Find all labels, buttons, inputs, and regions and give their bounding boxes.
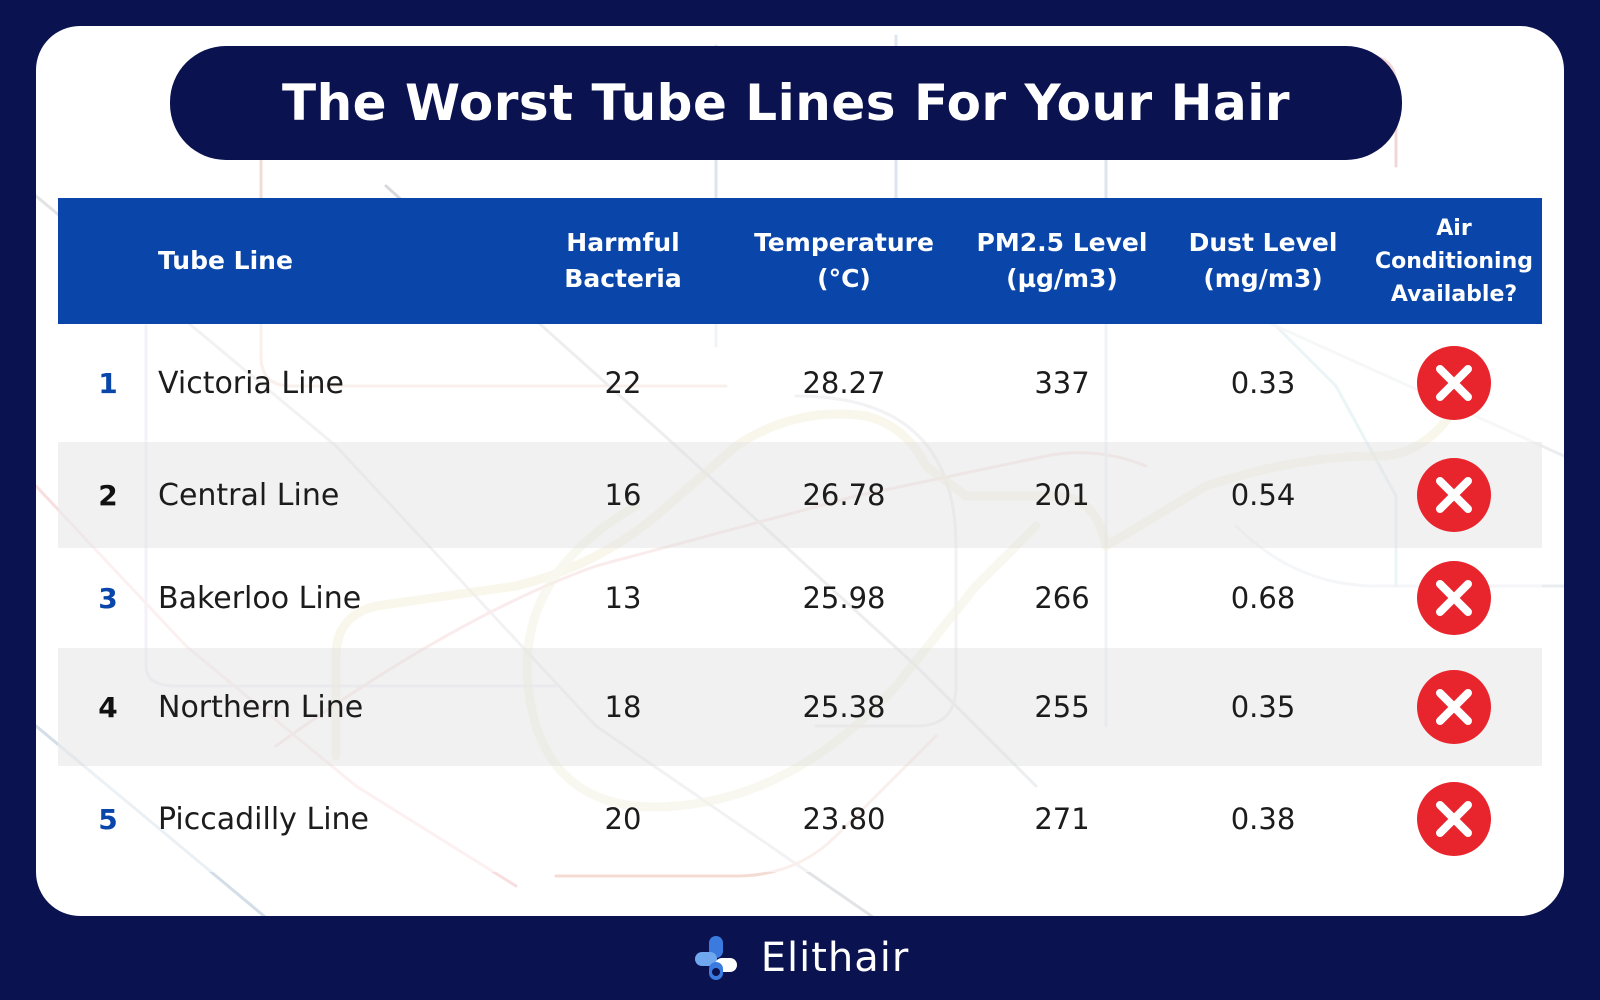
pm25-value: 255: [1034, 690, 1090, 724]
footer-brand: Elithair: [0, 916, 1600, 1000]
page-title: The Worst Tube Lines For Your Hair: [281, 74, 1290, 132]
temperature-value: 25.38: [802, 690, 886, 724]
header-pm25-line1: PM2.5 Level: [976, 227, 1148, 257]
pm25-value: 337: [1034, 366, 1090, 400]
pm25-value: 266: [1034, 581, 1090, 615]
pm25-value: 271: [1034, 802, 1090, 836]
rank-cell: 3: [98, 581, 118, 615]
header-dust-line2: (mg/m3): [1203, 264, 1323, 293]
air-conditioning-cell: [1366, 442, 1542, 548]
header-ac-line2: Conditioning: [1375, 248, 1533, 274]
tube-line-name: Victoria Line: [158, 365, 344, 401]
tube-line-name: Bakerloo Line: [158, 580, 362, 616]
header-ac-line3: Available?: [1390, 281, 1518, 307]
dust-level-value: 0.35: [1230, 690, 1296, 724]
brand-name: Elithair: [760, 935, 910, 981]
header-dust: Dust Level (mg/m3): [1160, 198, 1366, 324]
red-cross-icon: [1417, 458, 1491, 532]
header-air-conditioning: Air Conditioning Available?: [1366, 198, 1542, 324]
red-cross-icon: [1417, 561, 1491, 635]
header-temperature-line1: Temperature: [754, 227, 934, 257]
data-table: Tube Line Harmful Bacteria Temperature (…: [58, 198, 1542, 872]
harmful-bacteria-value: 20: [604, 802, 642, 836]
harmful-bacteria-value: 13: [604, 581, 642, 615]
tube-line-name: Northern Line: [158, 689, 364, 725]
table-row: 3 Bakerloo Line 13 25.98 266 0.68: [58, 548, 1542, 648]
red-cross-icon: [1417, 346, 1491, 420]
table-body: 1 Victoria Line 22 28.27 337 0.33 2 Central Lin…: [58, 324, 1542, 872]
table-row: 4 Northern Line 18 25.38 255 0.35: [58, 648, 1542, 766]
red-cross-icon: [1417, 782, 1491, 856]
table-row: 2 Central Line 16 26.78 201 0.54: [58, 442, 1542, 548]
header-bacteria-line2: Bacteria: [564, 264, 682, 293]
dust-level-value: 0.33: [1230, 366, 1296, 400]
temperature-value: 26.78: [802, 478, 886, 512]
header-ac-line1: Air: [1436, 215, 1472, 241]
tube-line-name: Central Line: [158, 477, 340, 513]
rank-cell: 1: [98, 366, 118, 400]
temperature-value: 28.27: [802, 366, 886, 400]
elithair-logo-icon: [694, 936, 737, 980]
header-temperature-line2: (°C): [817, 264, 871, 293]
air-conditioning-cell: [1366, 548, 1542, 648]
air-conditioning-cell: [1366, 648, 1542, 766]
title-banner: The Worst Tube Lines For Your Hair: [170, 46, 1402, 160]
air-conditioning-cell: [1366, 324, 1542, 442]
infographic-card: The Worst Tube Lines For Your Hair Tube …: [36, 26, 1564, 916]
tube-line-name: Piccadilly Line: [158, 801, 369, 837]
rank-cell: 2: [98, 478, 118, 512]
header-temperature: Temperature (°C): [724, 198, 964, 324]
table-header-row: Tube Line Harmful Bacteria Temperature (…: [58, 198, 1542, 324]
header-rank: [58, 198, 158, 324]
header-pm25: PM2.5 Level (µg/m3): [964, 198, 1160, 324]
header-dust-line1: Dust Level: [1188, 227, 1338, 257]
harmful-bacteria-value: 16: [604, 478, 642, 512]
red-cross-icon: [1417, 670, 1491, 744]
pm25-value: 201: [1034, 478, 1090, 512]
dust-level-value: 0.54: [1230, 478, 1296, 512]
tube-map-background: [36, 34, 1564, 916]
header-tube-line: Tube Line: [158, 245, 293, 275]
header-bacteria-line1: Harmful: [566, 227, 680, 257]
rank-cell: 4: [98, 690, 118, 724]
harmful-bacteria-value: 18: [604, 690, 642, 724]
dust-level-value: 0.38: [1230, 802, 1296, 836]
header-pm25-line2: (µg/m3): [1006, 264, 1118, 293]
harmful-bacteria-value: 22: [604, 366, 642, 400]
rank-cell: 5: [98, 802, 118, 836]
temperature-value: 23.80: [802, 802, 886, 836]
dust-level-value: 0.68: [1230, 581, 1296, 615]
air-conditioning-cell: [1366, 766, 1542, 872]
table-row: 5 Piccadilly Line 20 23.80 271 0.38: [58, 766, 1542, 872]
temperature-value: 25.98: [802, 581, 886, 615]
header-harmful-bacteria: Harmful Bacteria: [522, 198, 724, 324]
table-row: 1 Victoria Line 22 28.27 337 0.33: [58, 324, 1542, 442]
